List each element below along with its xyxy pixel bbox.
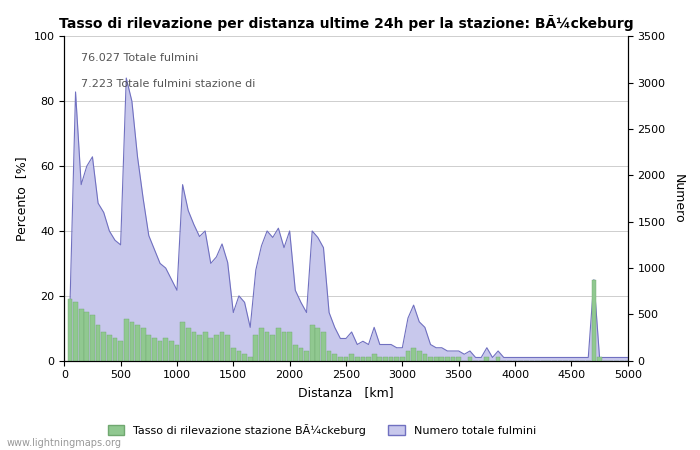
- Bar: [389, 357, 393, 361]
- Text: 7.223 Totale fulmini stazione di: 7.223 Totale fulmini stazione di: [81, 78, 256, 89]
- Bar: [79, 309, 83, 361]
- Bar: [259, 328, 264, 361]
- Bar: [169, 341, 174, 361]
- Bar: [102, 332, 106, 361]
- Bar: [411, 348, 416, 361]
- Y-axis label: Numero: Numero: [672, 174, 685, 223]
- Bar: [372, 354, 377, 361]
- Bar: [107, 335, 112, 361]
- Title: Tasso di rilevazione per distanza ultime 24h per la stazione: BÃ¼ckeburg: Tasso di rilevazione per distanza ultime…: [59, 15, 634, 31]
- Bar: [231, 348, 236, 361]
- Text: 76.027 Totale fulmini: 76.027 Totale fulmini: [81, 53, 199, 63]
- Bar: [67, 299, 72, 361]
- Bar: [146, 335, 151, 361]
- Bar: [304, 351, 309, 361]
- Bar: [456, 357, 461, 361]
- Bar: [400, 357, 405, 361]
- Bar: [321, 332, 326, 361]
- Text: www.lightningmaps.org: www.lightningmaps.org: [7, 438, 122, 448]
- Bar: [276, 328, 281, 361]
- Bar: [377, 357, 382, 361]
- Bar: [484, 357, 489, 361]
- Bar: [316, 328, 320, 361]
- Bar: [270, 335, 275, 361]
- Bar: [135, 325, 140, 361]
- Bar: [394, 357, 399, 361]
- Bar: [592, 279, 596, 361]
- Bar: [440, 357, 444, 361]
- Bar: [310, 325, 314, 361]
- Bar: [214, 335, 219, 361]
- Bar: [405, 351, 410, 361]
- Bar: [383, 357, 388, 361]
- Bar: [197, 335, 202, 361]
- Bar: [451, 357, 456, 361]
- Bar: [281, 332, 286, 361]
- Bar: [209, 338, 213, 361]
- Bar: [338, 357, 343, 361]
- Bar: [237, 351, 242, 361]
- Bar: [152, 338, 157, 361]
- Bar: [434, 357, 438, 361]
- Y-axis label: Percento  [%]: Percento [%]: [15, 156, 28, 241]
- Bar: [355, 357, 360, 361]
- Bar: [192, 332, 196, 361]
- Bar: [186, 328, 190, 361]
- Bar: [496, 357, 500, 361]
- Bar: [287, 332, 292, 361]
- Bar: [85, 312, 89, 361]
- Bar: [597, 357, 602, 361]
- Bar: [180, 322, 185, 361]
- Bar: [96, 325, 101, 361]
- Bar: [327, 351, 332, 361]
- Bar: [74, 302, 78, 361]
- Bar: [265, 332, 270, 361]
- Bar: [417, 351, 421, 361]
- Legend: Tasso di rilevazione stazione BÃ¼ckeburg, Numero totale fulmini: Tasso di rilevazione stazione BÃ¼ckeburg…: [104, 419, 540, 440]
- X-axis label: Distanza   [km]: Distanza [km]: [298, 386, 394, 399]
- Bar: [124, 319, 129, 361]
- Bar: [203, 332, 207, 361]
- Bar: [220, 332, 225, 361]
- Bar: [174, 345, 179, 361]
- Bar: [118, 341, 123, 361]
- Bar: [445, 357, 450, 361]
- Bar: [344, 357, 349, 361]
- Bar: [248, 357, 253, 361]
- Bar: [158, 341, 162, 361]
- Bar: [90, 315, 94, 361]
- Bar: [113, 338, 118, 361]
- Bar: [253, 335, 258, 361]
- Bar: [293, 345, 297, 361]
- Bar: [299, 348, 303, 361]
- Bar: [349, 354, 354, 361]
- Bar: [163, 338, 168, 361]
- Bar: [141, 328, 146, 361]
- Bar: [366, 357, 371, 361]
- Bar: [428, 357, 433, 361]
- Bar: [225, 335, 230, 361]
- Bar: [242, 354, 247, 361]
- Bar: [332, 354, 337, 361]
- Bar: [423, 354, 427, 361]
- Bar: [360, 357, 365, 361]
- Bar: [130, 322, 134, 361]
- Bar: [468, 357, 472, 361]
